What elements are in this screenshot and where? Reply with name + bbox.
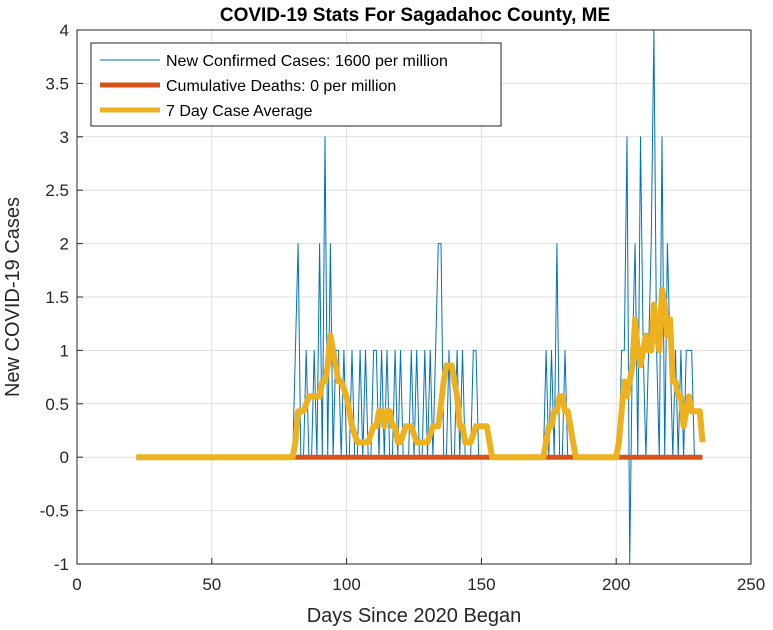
x-tick-label: 0 bbox=[72, 575, 81, 594]
x-axis-label: Days Since 2020 Began bbox=[307, 605, 522, 627]
y-tick-label: 2 bbox=[60, 235, 69, 254]
y-tick-label: 1.5 bbox=[45, 288, 69, 307]
y-tick-label: 1 bbox=[60, 341, 69, 360]
x-tick-label: 100 bbox=[332, 575, 360, 594]
series-layer bbox=[136, 29, 706, 565]
chart-title: COVID-19 Stats For Sagadahoc County, ME bbox=[220, 5, 610, 26]
y-tick-label: -1 bbox=[54, 555, 69, 574]
legend-label-cases: New Confirmed Cases: 1600 per million bbox=[166, 53, 448, 70]
series-line-average bbox=[136, 286, 706, 461]
x-ticks: 0 50 100 150 200 250 bbox=[72, 558, 765, 594]
y-tick-label: 4 bbox=[60, 21, 69, 40]
legend-label-average: 7 Day Case Average bbox=[166, 103, 313, 120]
x-tick-label: 150 bbox=[467, 575, 495, 594]
x-tick-label: 50 bbox=[202, 575, 221, 594]
y-tick-label: -0.5 bbox=[40, 502, 69, 521]
y-tick-label: 0 bbox=[60, 448, 69, 467]
legend: New Confirmed Cases: 1600 per million Cu… bbox=[90, 42, 502, 127]
y-ticks: 4 3.5 3 2.5 2 1.5 1 0.5 0 -0.5 -1 bbox=[40, 21, 83, 574]
y-axis-label: New COVID-19 Cases bbox=[2, 197, 24, 397]
y-tick-label: 3.5 bbox=[45, 74, 69, 93]
y-tick-label: 0.5 bbox=[45, 395, 69, 414]
legend-label-deaths: Cumulative Deaths: 0 per million bbox=[166, 78, 396, 95]
y-tick-label: 3 bbox=[60, 128, 69, 147]
x-tick-label: 250 bbox=[737, 575, 765, 594]
x-tick-label: 200 bbox=[602, 575, 630, 594]
y-tick-label: 2.5 bbox=[45, 181, 69, 200]
